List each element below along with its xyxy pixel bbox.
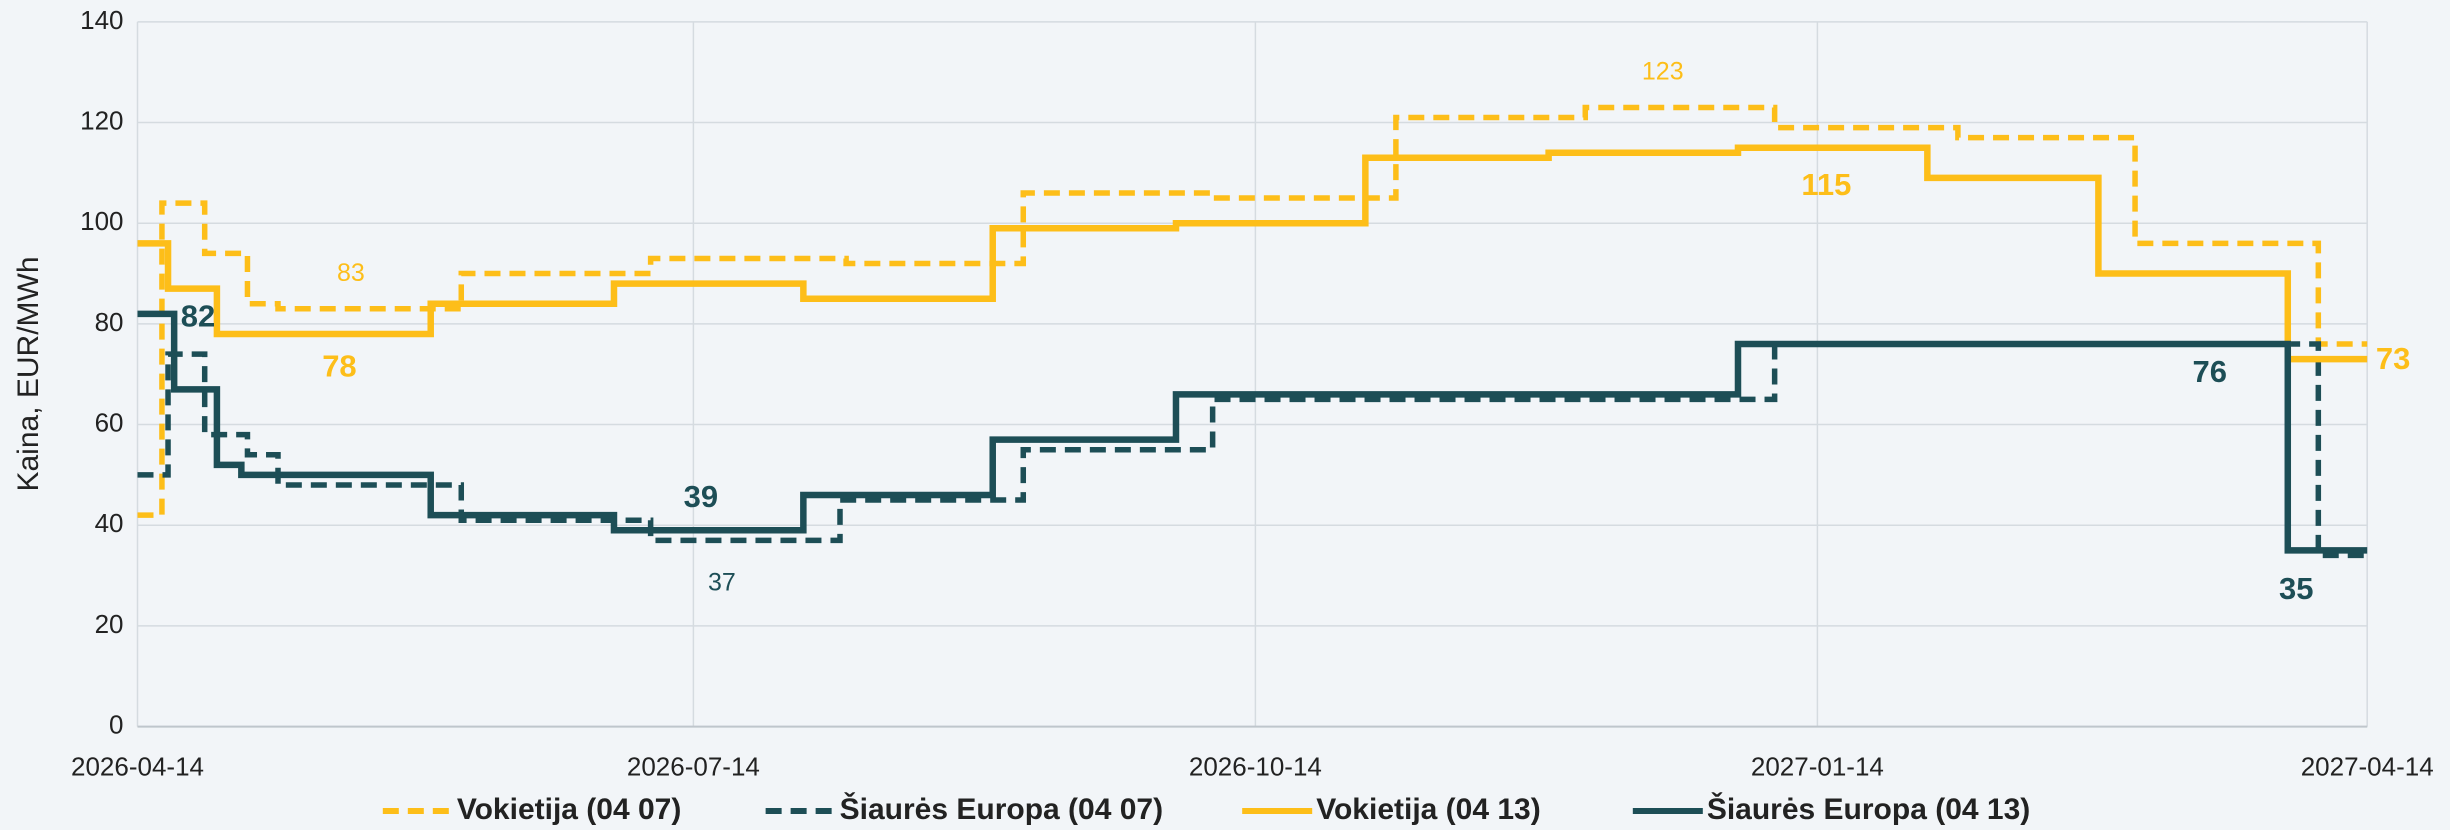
y-tick-label: 60	[95, 407, 124, 437]
y-tick-label: 140	[80, 5, 123, 35]
legend-label: Vokietija (04 07)	[457, 793, 682, 826]
legend-label: Šiaurės Europa (04 13)	[1707, 792, 2030, 826]
data-label: 83	[337, 259, 365, 287]
y-tick-label: 80	[95, 307, 124, 337]
y-axis-title: Kaina, EUR/MWh	[12, 256, 45, 491]
data-label: 115	[1801, 167, 1851, 202]
series-line	[137, 104, 2368, 518]
legend-label: Vokietija (04 13)	[1316, 793, 1541, 826]
data-label: 73	[2376, 341, 2410, 376]
data-label: 78	[322, 349, 356, 384]
x-tick-label: 2026-04-14	[71, 751, 204, 781]
series-line	[137, 144, 2368, 363]
x-tick-label: 2027-01-14	[1751, 751, 1884, 781]
data-label: 76	[2193, 354, 2227, 389]
data-label: 37	[708, 569, 736, 597]
x-tick-label: 2026-10-14	[1189, 751, 1322, 781]
data-label: 39	[684, 479, 718, 514]
y-tick-label: 0	[109, 709, 123, 739]
y-tick-label: 120	[80, 105, 123, 135]
legend-label: Šiaurės Europa (04 07)	[840, 792, 1163, 826]
data-label: 123	[1642, 58, 1684, 86]
y-tick-label: 40	[95, 508, 124, 538]
y-tick-label: 100	[80, 206, 123, 236]
x-tick-label: 2026-07-14	[627, 751, 760, 781]
series-line	[137, 310, 2368, 554]
data-label: 82	[181, 299, 215, 334]
y-tick-label: 20	[95, 609, 124, 639]
x-tick-label: 2027-04-14	[2301, 751, 2434, 781]
data-label: 35	[2279, 571, 2313, 606]
